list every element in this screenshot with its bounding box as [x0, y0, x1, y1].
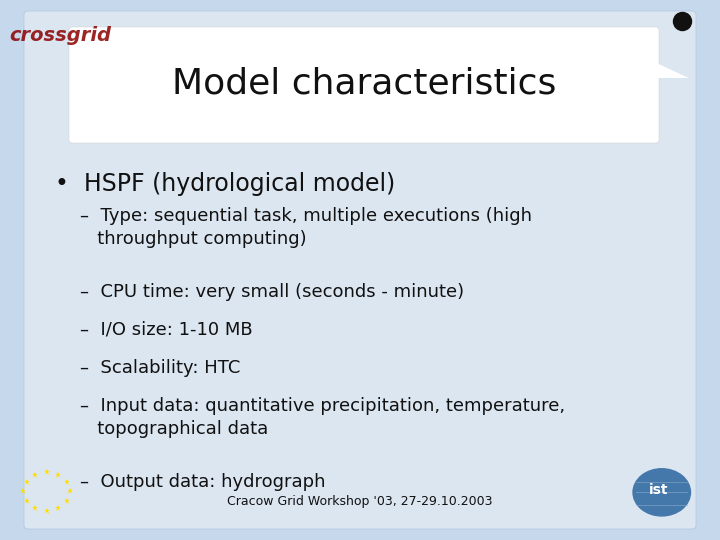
- Text: –  Input data: quantitative precipitation, temperature,
   topographical data: – Input data: quantitative precipitation…: [80, 397, 565, 438]
- Text: Cracow Grid Workshop '03, 27-29.10.2003: Cracow Grid Workshop '03, 27-29.10.2003: [228, 496, 492, 509]
- Text: ist: ist: [649, 483, 668, 497]
- Text: –  Type: sequential task, multiple executions (high
   throughput computing): – Type: sequential task, multiple execut…: [80, 207, 532, 248]
- Polygon shape: [619, 45, 689, 78]
- FancyBboxPatch shape: [24, 11, 696, 529]
- FancyBboxPatch shape: [69, 27, 659, 143]
- Text: –  I/O size: 1-10 MB: – I/O size: 1-10 MB: [80, 321, 253, 339]
- Text: –  CPU time: very small (seconds - minute): – CPU time: very small (seconds - minute…: [80, 283, 464, 301]
- Circle shape: [633, 469, 690, 516]
- Text: –  Scalability: HTC: – Scalability: HTC: [80, 359, 240, 377]
- Text: –  Output data: hydrograph: – Output data: hydrograph: [80, 473, 325, 491]
- Text: Model characteristics: Model characteristics: [172, 66, 556, 100]
- Text: •  HSPF (hydrological model): • HSPF (hydrological model): [55, 172, 395, 196]
- Text: crossgrid: crossgrid: [9, 25, 111, 45]
